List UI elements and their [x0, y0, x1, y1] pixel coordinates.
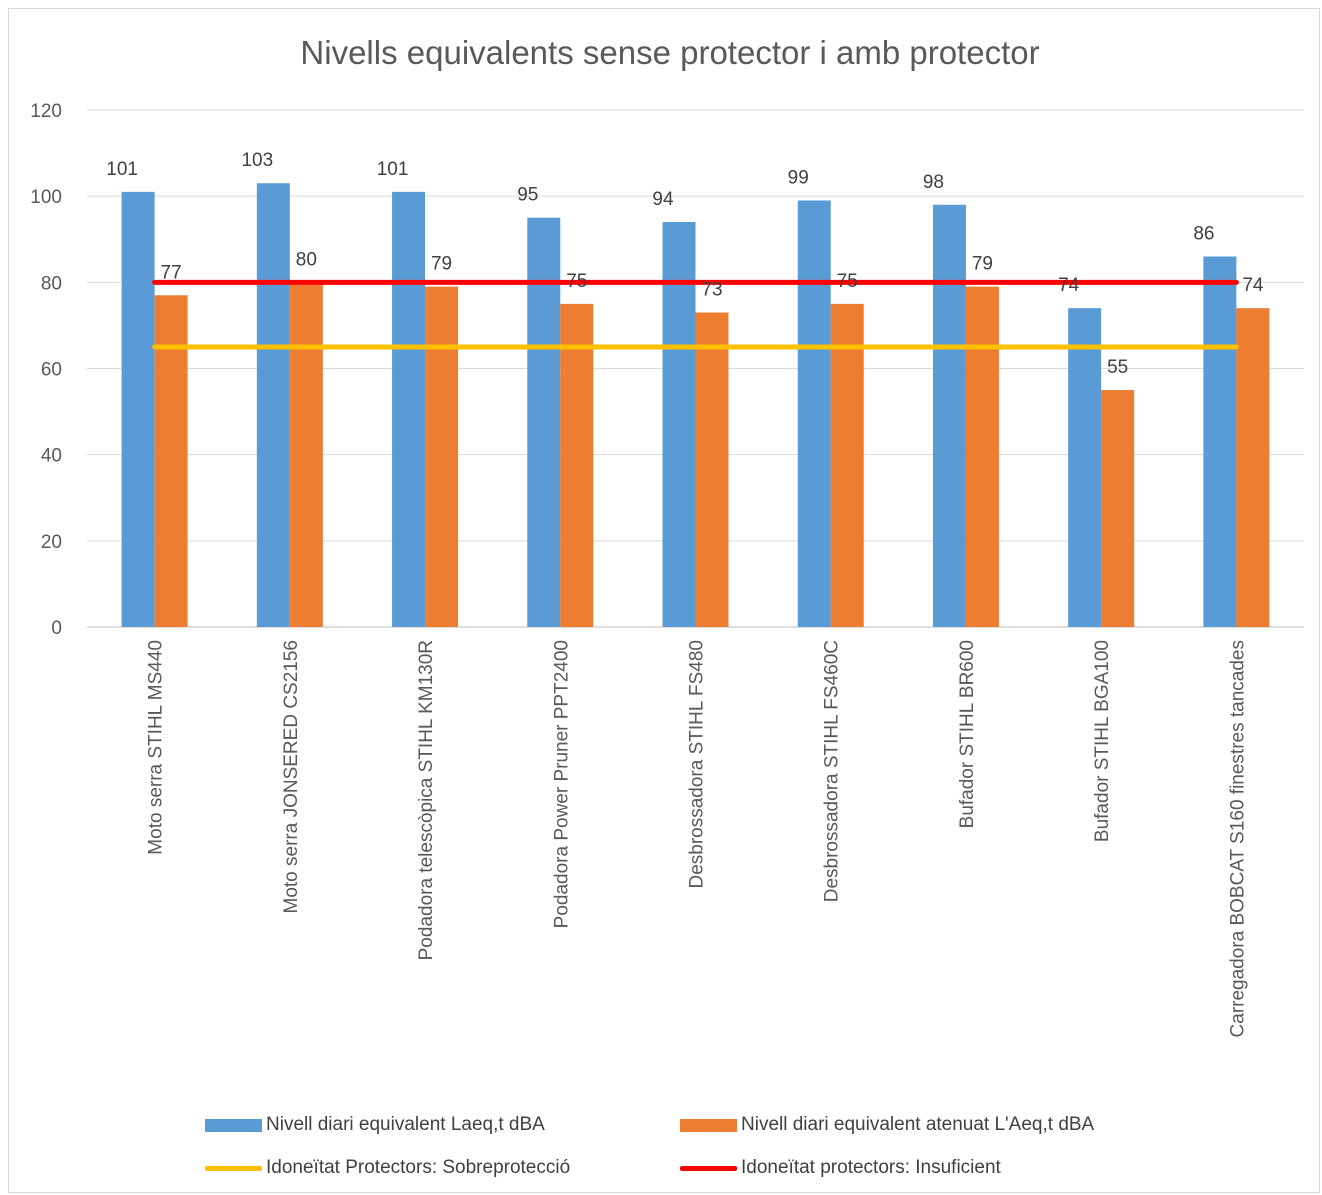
- data-label-series-1: 95: [517, 185, 538, 206]
- legend-item-sobreproteccio: Idoneïtat Protectors: Sobreprotecció: [205, 1157, 570, 1179]
- bars: [121, 183, 1270, 628]
- reference-lines: [152, 279, 1239, 350]
- data-label-series-1: 99: [788, 167, 809, 188]
- data-label-series-2: 75: [566, 271, 587, 292]
- legend-label-series-1: Nivell diari equivalent Laeq,t dBA: [266, 1114, 545, 1135]
- legend-item-insuficient: Idoneïtat protectors: Insuficient: [680, 1157, 1001, 1179]
- legend-swatch-series-1: [205, 1118, 262, 1132]
- y-tick-label: 100: [30, 187, 62, 208]
- bar-series-2: [154, 295, 188, 627]
- x-tick-label: Bufador STIHL BR600: [957, 640, 978, 828]
- legend-item-series-2: Nivell diari equivalent atenuat L'Aeq,t …: [680, 1114, 1094, 1136]
- y-tick-label: 80: [41, 273, 62, 294]
- data-label-series-2: 55: [1107, 357, 1128, 378]
- legend-line-insuficient: [680, 1165, 737, 1171]
- x-tick-label: Podadora telescòpica STIHL KM130R: [416, 640, 437, 960]
- data-label-series-2: 74: [1242, 275, 1264, 296]
- x-axis-ticks: Moto serra STIHL MS440 Moto serra JONSERE…: [146, 640, 1249, 1037]
- x-tick-label: Podadora Power Pruner PPT2400: [551, 640, 572, 928]
- bar-series-1: [256, 183, 290, 627]
- bar-series-1: [392, 191, 426, 627]
- bar-series-1: [527, 217, 561, 628]
- x-tick-label: Carregadora BOBCAT S160 finestres tancad…: [1227, 640, 1248, 1037]
- legend-label-sobreproteccio: Idoneïtat Protectors: Sobreprotecció: [266, 1157, 571, 1178]
- bar-series-1: [1068, 308, 1102, 627]
- legend-line-sobreproteccio: [205, 1165, 262, 1171]
- data-label-series-2: 79: [431, 254, 452, 275]
- bar-series-1: [797, 200, 831, 627]
- legend-label-insuficient: Idoneïtat protectors: Insuficient: [741, 1157, 1001, 1178]
- y-tick-label: 120: [30, 101, 62, 122]
- bar-series-2: [1236, 308, 1270, 627]
- x-tick-label: Moto serra JONSERED CS2156: [281, 640, 302, 914]
- bar-series-2: [560, 303, 594, 627]
- data-label-series-1: 74: [1058, 275, 1080, 296]
- data-label-series-1: 103: [241, 150, 273, 171]
- legend-item-series-1: Nivell diari equivalent Laeq,t dBA: [205, 1114, 545, 1136]
- data-label-series-1: 98: [923, 172, 944, 193]
- chart-title: Nivells equivalents sense protector i am…: [300, 34, 1040, 71]
- x-tick-label: Bufador STIHL BGA100: [1092, 640, 1113, 842]
- x-tick-label: Desbrossadora STIHL FS480: [687, 640, 708, 889]
- y-tick-label: 0: [51, 618, 62, 639]
- bar-series-2: [965, 286, 999, 627]
- data-label-series-2: 79: [972, 254, 993, 275]
- y-axis-ticks: 0 20 40 60 80 100 120: [30, 101, 62, 639]
- bar-series-2: [695, 312, 729, 627]
- bar-series-1: [932, 204, 966, 628]
- data-label-series-1: 101: [377, 159, 409, 180]
- x-tick-label: Moto serra STIHL MS440: [146, 640, 167, 855]
- data-label-series-2: 73: [701, 279, 722, 300]
- data-label-series-1: 86: [1193, 223, 1214, 244]
- bar-series-2: [1101, 390, 1135, 627]
- bar-series-2: [289, 282, 323, 627]
- x-tick-label: Desbrossadora STIHL FS460C: [822, 640, 843, 902]
- bar-series-2: [425, 286, 459, 627]
- bar-series-1: [1203, 256, 1237, 627]
- data-labels: 101 103 101 95 94 99 98 74 86 77 80 79 75 73 75 79 55 74: [106, 150, 1264, 378]
- data-label-series-1: 94: [652, 189, 674, 210]
- legend-label-series-2: Nivell diari equivalent atenuat L'Aeq,t …: [741, 1114, 1095, 1135]
- y-tick-label: 40: [41, 446, 62, 467]
- y-tick-label: 60: [41, 360, 62, 381]
- data-label-series-2: 80: [296, 249, 317, 270]
- y-tick-label: 20: [41, 532, 62, 553]
- data-label-series-1: 101: [106, 159, 138, 180]
- data-label-series-2: 75: [837, 271, 858, 292]
- bar-series-2: [830, 303, 864, 627]
- data-label-series-2: 77: [161, 262, 182, 283]
- bar-series-1: [121, 191, 155, 627]
- bar-series-1: [662, 222, 696, 627]
- legend-swatch-series-2: [680, 1118, 737, 1132]
